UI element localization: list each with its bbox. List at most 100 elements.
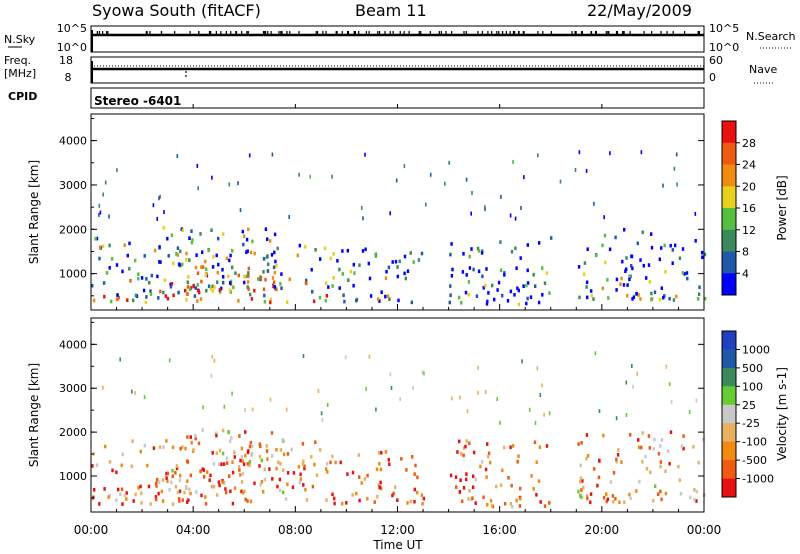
data-cell [184, 446, 187, 451]
data-cell [390, 385, 393, 390]
data-cell [628, 277, 631, 282]
data-cell [120, 487, 124, 492]
data-cell [227, 430, 230, 434]
colorbar-tick-label: 16 [742, 202, 756, 215]
data-cell [240, 480, 244, 484]
data-cell [482, 495, 485, 500]
nsky-panel [90, 25, 705, 53]
data-cell [244, 497, 247, 502]
data-cell [276, 484, 279, 489]
data-cell [216, 270, 219, 275]
data-cell [176, 490, 180, 495]
data-cell [412, 260, 415, 264]
y-axis-label: Slant Range [km] [27, 363, 41, 467]
data-cell [317, 389, 320, 393]
data-cell [472, 450, 476, 455]
time-axis: 00:00 04:00 08:00 12:00 16:00 20:00 00:00 [74, 104, 722, 537]
data-cell [150, 273, 153, 278]
data-cell [246, 285, 249, 289]
nsearch-tick-bottom: 10^0 [709, 41, 739, 54]
data-cell [623, 500, 626, 504]
data-cell [217, 480, 221, 484]
data-cell [245, 250, 248, 255]
data-cell [125, 497, 128, 501]
data-cell [376, 297, 380, 301]
data-cell [465, 273, 468, 277]
data-cell [341, 501, 344, 506]
freq-tick-top: 18 [59, 54, 73, 67]
data-cell [140, 491, 143, 496]
data-cell [468, 441, 471, 445]
data-cell [536, 366, 539, 371]
data-cell [358, 498, 361, 503]
data-cell [360, 481, 363, 485]
data-cell [258, 464, 261, 468]
data-cell [403, 271, 406, 276]
data-cell [273, 232, 277, 237]
data-cell [410, 300, 413, 305]
data-cell [326, 470, 329, 474]
data-cell [162, 445, 165, 449]
data-cell [262, 257, 266, 261]
data-cell [203, 475, 206, 479]
data-cell [334, 460, 337, 465]
data-cell [249, 499, 253, 504]
data-cell [269, 397, 272, 402]
data-cell [264, 227, 268, 231]
data-cell [604, 260, 607, 265]
data-cell [189, 473, 193, 478]
data-cell [137, 272, 140, 276]
data-cell [559, 179, 562, 184]
data-cell [320, 411, 323, 416]
data-cell [474, 501, 477, 505]
data-cell [659, 444, 662, 448]
data-cell [676, 182, 678, 187]
data-cell [185, 257, 188, 262]
freq-label: Freq. [4, 54, 31, 67]
data-cell [582, 272, 586, 277]
data-cell [650, 291, 653, 296]
data-cell [585, 280, 589, 285]
data-cell [577, 265, 581, 269]
data-cell [586, 496, 589, 501]
data-cell [247, 271, 250, 275]
data-cell [215, 253, 218, 258]
x-tick-label: 00:00 [687, 523, 722, 537]
data-cell [239, 208, 242, 213]
data-cell [454, 475, 458, 479]
data-cell [259, 277, 262, 282]
data-cell [282, 452, 286, 457]
data-cell [221, 267, 224, 272]
data-cell [341, 272, 344, 276]
data-cell [660, 438, 664, 442]
data-cell [601, 286, 604, 291]
data-cell [275, 287, 278, 292]
data-cell [579, 480, 582, 484]
data-cell [648, 446, 651, 450]
data-cell [332, 252, 335, 256]
data-cell [190, 229, 193, 233]
data-cell [253, 251, 256, 256]
data-cell [280, 286, 283, 290]
data-cell [242, 242, 245, 247]
data-cell [523, 175, 525, 180]
data-cell [614, 235, 617, 240]
data-cell [458, 439, 461, 444]
data-cell [396, 498, 399, 502]
data-cell [386, 294, 390, 298]
data-cell [228, 288, 232, 293]
data-cell [398, 259, 401, 264]
data-cell [338, 286, 341, 290]
data-cell [476, 246, 480, 251]
data-cell [521, 359, 523, 364]
data-cell [509, 213, 512, 218]
data-cell [526, 281, 530, 285]
data-cell [149, 289, 152, 293]
data-cell [243, 274, 246, 279]
data-cell [486, 442, 489, 446]
data-cell [242, 462, 246, 467]
data-cell [102, 385, 104, 390]
data-cell [594, 351, 597, 356]
data-cell [640, 150, 643, 155]
colorbar-swatch [722, 331, 736, 350]
